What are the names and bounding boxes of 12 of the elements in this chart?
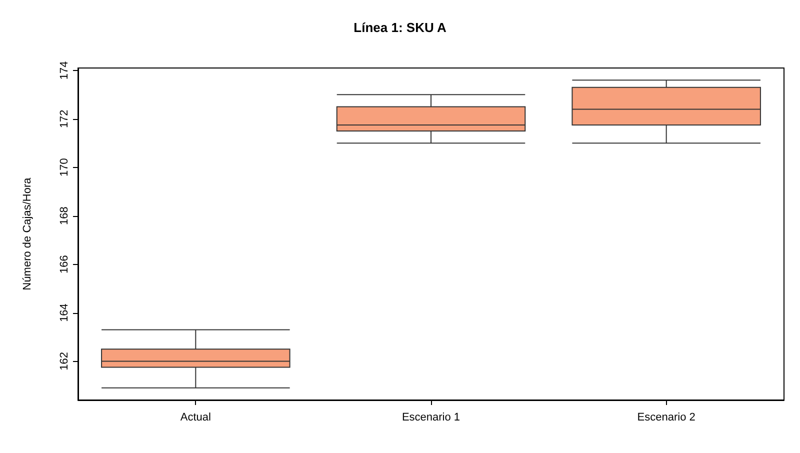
y-tick-label: 166 bbox=[58, 255, 70, 274]
y-tick-label: 172 bbox=[58, 110, 70, 128]
y-tick-label: 174 bbox=[58, 61, 70, 80]
y-tick-label: 170 bbox=[58, 158, 70, 177]
x-tick-label: Actual bbox=[180, 412, 211, 424]
y-tick-label: 162 bbox=[58, 352, 70, 370]
x-tick-label: Escenario 2 bbox=[637, 412, 696, 424]
y-tick-label: 168 bbox=[58, 206, 70, 226]
chart-title: Línea 1: SKU A bbox=[354, 20, 447, 35]
x-tick-label: Escenario 1 bbox=[402, 412, 460, 424]
y-axis-title: Número de Cajas/Hora bbox=[22, 176, 34, 290]
y-tick-label: 164 bbox=[58, 304, 70, 322]
